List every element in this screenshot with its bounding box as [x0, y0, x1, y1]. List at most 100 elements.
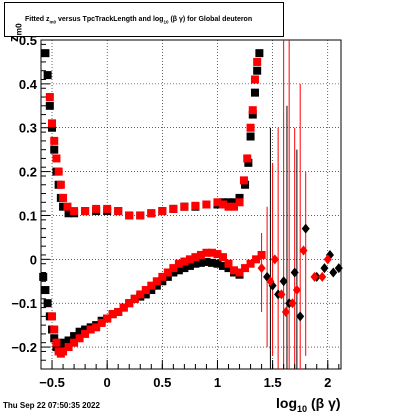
y-tick-label: 0.2 [19, 165, 37, 180]
data-point-square [45, 93, 54, 102]
data-point-square [248, 106, 257, 115]
data-point-square [202, 248, 211, 257]
data-point-square [250, 88, 259, 97]
data-point-square [45, 101, 54, 110]
data-point-square [64, 209, 73, 218]
title-sub-1: m0 [49, 19, 57, 25]
data-point-diamond [299, 245, 308, 256]
error-bars [261, 40, 307, 369]
data-point-square [158, 272, 167, 281]
data-point-square [169, 204, 178, 213]
data-point-square [253, 66, 262, 75]
data-point-square [52, 154, 61, 163]
data-point-square [207, 248, 216, 257]
data-point-square [180, 264, 189, 273]
data-point-diamond [281, 306, 290, 317]
data-point-square [119, 303, 128, 312]
data-point-square [252, 255, 261, 264]
data-point-diamond [310, 271, 319, 282]
data-point-square [235, 193, 244, 202]
data-point-square [246, 132, 255, 141]
data-point-square [218, 261, 227, 270]
data-point-square [141, 290, 150, 299]
data-point-square [230, 198, 239, 207]
data-point-diamond [288, 298, 297, 309]
data-point-diamond [296, 311, 305, 322]
data-point-square [103, 204, 112, 213]
data-point-square [75, 327, 84, 336]
x-axis-ticks: −0.5 0 0.5 1 1.5 2 [39, 360, 340, 390]
data-point-diamond [334, 263, 343, 274]
y-tick-label: 0.1 [19, 208, 37, 223]
title-part-3: (β γ) for Global deuteron [168, 16, 253, 23]
data-point-square [92, 204, 101, 213]
data-point-square [158, 207, 167, 216]
data-point-square [224, 259, 233, 268]
data-point-square [235, 268, 244, 277]
data-point-diamond [257, 263, 266, 274]
data-point-square [43, 71, 52, 80]
data-point-square [48, 312, 57, 321]
timestamp-label: Thu Sep 22 07:50:35 2022 [3, 401, 100, 410]
data-point-diamond [270, 254, 279, 265]
y-tick-label: −0.2 [11, 340, 37, 355]
data-point-square [63, 202, 72, 211]
data-point-square [180, 202, 189, 211]
data-point-square [81, 329, 90, 338]
data-point-square [103, 314, 112, 323]
data-point-square [59, 338, 68, 347]
data-point-square [152, 281, 161, 290]
data-point-square [130, 294, 139, 303]
data-point-square [163, 268, 172, 277]
data-point-square [50, 334, 59, 343]
data-point-square [185, 261, 194, 270]
data-point-diamond [323, 254, 332, 265]
data-point-square [54, 167, 63, 176]
data-point-square [174, 259, 183, 268]
data-point-square [185, 255, 194, 264]
data-point-square [92, 323, 101, 332]
data-point-square [108, 310, 117, 319]
chart-title: Fitted zm0 versus TpcTrackLength and log… [4, 2, 284, 37]
data-point-square [218, 253, 227, 262]
data-point-square [147, 209, 156, 218]
data-point-square [202, 257, 211, 266]
data-point-diamond [292, 285, 301, 296]
data-point-diamond [290, 267, 299, 278]
data-point-square [213, 259, 222, 268]
data-point-square [213, 198, 222, 207]
y-tick-label: 0.4 [19, 77, 38, 92]
data-point-square [257, 250, 266, 259]
data-point-square [56, 180, 65, 189]
data-point-square [152, 277, 161, 286]
data-point-square [125, 211, 134, 220]
x-tick-label: 0 [104, 375, 111, 390]
title-part-1: Fitted z [25, 16, 50, 23]
data-point-square [253, 57, 262, 66]
data-point-square [250, 75, 259, 84]
data-points [39, 49, 343, 358]
data-point-square [239, 176, 248, 185]
data-point-square [207, 258, 216, 267]
data-point-diamond [277, 289, 286, 300]
data-point-square [230, 266, 239, 275]
plot-frame [40, 39, 342, 370]
data-point-square [243, 154, 252, 163]
data-point-square [202, 200, 211, 209]
data-point-square [48, 119, 57, 128]
data-point-square [163, 272, 172, 281]
x-tick-label: 2 [324, 375, 331, 390]
y-tick-label: −0.1 [11, 296, 37, 311]
data-point-square [114, 207, 123, 216]
data-point-square [141, 286, 150, 295]
data-point-diamond [266, 276, 275, 287]
data-point-square [125, 299, 134, 308]
y-tick-label: 0.3 [19, 121, 37, 136]
data-point-square [218, 200, 227, 209]
data-point-square [174, 266, 183, 275]
data-point-square [235, 198, 244, 207]
x-axis-label: log10 (β γ) [276, 395, 341, 414]
data-point-square [48, 123, 57, 132]
data-point-square [75, 334, 84, 343]
data-point-square [224, 264, 233, 273]
